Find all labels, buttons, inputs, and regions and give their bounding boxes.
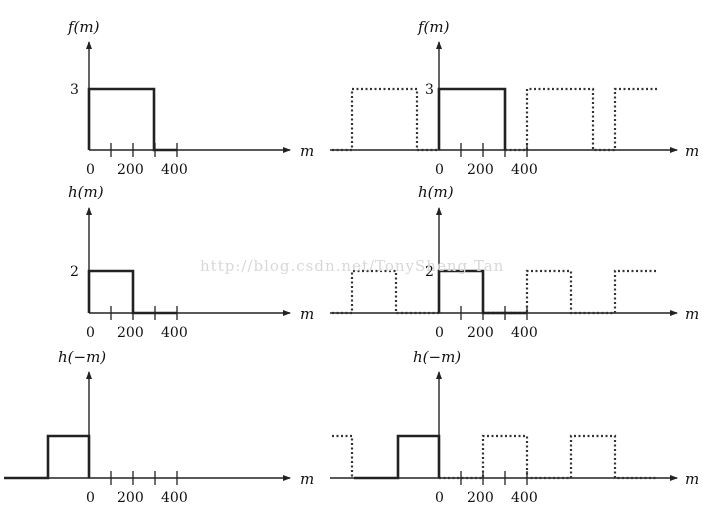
tick-label-0: 0 <box>86 162 95 178</box>
tick-label-200: 200 <box>117 490 144 506</box>
periodic-extension-left <box>332 434 354 478</box>
x-axis-label: m <box>685 470 699 488</box>
tick-label-0: 0 <box>435 490 444 506</box>
y-axis-label: h(−m) <box>58 348 106 366</box>
x-axis-label: m <box>300 305 314 323</box>
tick-label-200: 200 <box>467 490 494 506</box>
x-axis-label: m <box>300 470 314 488</box>
reversed-pulse <box>4 434 91 480</box>
x-axis-label: m <box>300 142 314 160</box>
signal-pulse <box>87 87 177 152</box>
tick-label-400: 400 <box>511 490 538 506</box>
amplitude-label: 2 <box>70 264 79 280</box>
y-axis-label: h(−m) <box>413 348 461 366</box>
tick-label-400: 400 <box>511 162 538 178</box>
x-axis-label: m <box>685 142 699 160</box>
periodic-extension-right <box>439 434 658 480</box>
y-axis-label: f(m) <box>67 18 100 36</box>
amplitude-label: 3 <box>425 82 434 98</box>
amplitude-label: 2 <box>425 264 434 280</box>
tick-label-200: 200 <box>467 325 494 341</box>
y-axis-label: h(m) <box>418 183 454 201</box>
periodic-extension-right <box>505 87 658 152</box>
tick-label-0: 0 <box>86 325 95 341</box>
signal-pulse <box>87 269 177 315</box>
signal-pulse <box>437 269 527 315</box>
panel-h-reversed-left: h(−m) m 0 200 400 <box>4 348 314 506</box>
panel-h-reversed-periodic: h(−m) m 0 200 400 <box>330 348 699 506</box>
watermark-text: http://blog.csdn.net/TonySheng Tan <box>200 257 504 275</box>
reversed-pulse <box>354 434 441 480</box>
tick-label-200: 200 <box>467 162 494 178</box>
panel-h-periodic: h(m) m 2 0 200 400 <box>330 183 699 341</box>
tick-label-0: 0 <box>86 490 95 506</box>
tick-label-200: 200 <box>117 325 144 341</box>
tick-label-0: 0 <box>435 162 444 178</box>
tick-label-0: 0 <box>435 325 444 341</box>
tick-label-400: 400 <box>161 490 188 506</box>
y-axis-label: h(m) <box>68 183 104 201</box>
periodic-extension-right <box>483 269 658 315</box>
amplitude-label: 3 <box>70 82 79 98</box>
signal-pulse <box>437 87 507 150</box>
tick-label-400: 400 <box>161 325 188 341</box>
panel-f-left: f(m) m 3 0 200 400 <box>67 18 314 178</box>
tick-label-200: 200 <box>117 162 144 178</box>
x-axis-label: m <box>685 305 699 323</box>
panel-f-periodic: f(m) m 3 0 200 400 <box>330 18 699 178</box>
tick-label-400: 400 <box>511 325 538 341</box>
panel-h-left: h(m) m 2 0 200 400 <box>68 183 314 341</box>
periodic-extension-left <box>332 269 439 315</box>
tick-label-400: 400 <box>161 162 188 178</box>
y-axis-label: f(m) <box>417 18 450 36</box>
periodic-extension-left <box>332 87 439 152</box>
